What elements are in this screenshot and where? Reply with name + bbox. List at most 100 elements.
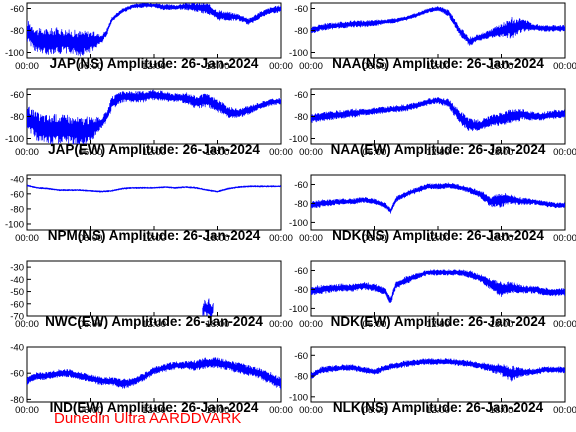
x-tick-label: 12:00 — [426, 233, 450, 244]
x-tick-label: 06:00 — [79, 405, 103, 416]
x-tick-label: 06:00 — [79, 233, 103, 244]
panels-layer: -100 -80 -60 00:00 06:00 12:00 18:00 00:00 JAP(N… — [5, 2, 576, 417]
y-tick-label: -60 — [294, 90, 308, 101]
series-trace — [27, 3, 281, 57]
series-trace — [311, 182, 565, 214]
series-trace — [311, 269, 565, 303]
series-trace — [311, 6, 565, 46]
x-tick-label: 00:00 — [15, 405, 39, 416]
y-tick-label: -80 — [10, 395, 24, 406]
x-tick-label: 06:00 — [363, 233, 387, 244]
x-tick-label: 00:00 — [553, 61, 576, 72]
panel-9: -80 -60 -40 00:00 06:00 12:00 18:00 00:00 IND(EW… — [10, 343, 293, 417]
y-tick-label: -60 — [294, 180, 308, 191]
y-tick-label: -80 — [10, 112, 24, 123]
y-tick-label: -60 — [10, 90, 24, 101]
y-tick-label: -80 — [10, 26, 24, 37]
x-tick-label: 00:00 — [299, 319, 323, 330]
y-tick-label: -60 — [294, 351, 308, 362]
x-tick-label: 00:00 — [269, 405, 293, 416]
panel-title: NAA(EW) Amplitude: 26-Jan-2024 — [331, 142, 546, 157]
x-tick-label: 18:00 — [206, 405, 230, 416]
plot-frame — [26, 2, 282, 59]
panel-3: -100 -80 -60 00:00 06:00 12:00 18:00 00:00 JAP(E… — [5, 88, 293, 158]
x-tick-label: 18:00 — [206, 61, 230, 72]
x-tick-label: 00:00 — [269, 319, 293, 330]
x-tick-label: 12:00 — [142, 61, 166, 72]
panel-title: NLK(NS) Amplitude: 26-Jan-2024 — [333, 400, 544, 415]
panel-5: -100 -80 -60 -40 00:00 06:00 12:00 18:00 00:00 NP… — [5, 174, 293, 244]
x-tick-label: 18:00 — [490, 233, 514, 244]
x-tick-label: 00:00 — [299, 61, 323, 72]
x-tick-label: 06:00 — [363, 405, 387, 416]
series-trace — [27, 89, 281, 144]
y-tick-label: -100 — [289, 134, 308, 145]
y-tick-label: -100 — [5, 219, 24, 230]
panel-title: IND(EW) Amplitude: 26-Jan-2024 — [50, 400, 259, 415]
y-tick-label: -80 — [294, 372, 308, 383]
panel-title: NPM(NS) Amplitude: 26-Jan-2024 — [48, 228, 261, 243]
panel-2: -100 -80 -60 00:00 06:00 12:00 18:00 00:00 NAA(N… — [289, 2, 576, 72]
x-tick-label: 06:00 — [363, 319, 387, 330]
series-trace — [311, 97, 565, 132]
panel-title: NWC(EW) Amplitude: 26-Jan-2024 — [45, 314, 263, 329]
x-tick-label: 18:00 — [490, 147, 514, 158]
x-tick-label: 18:00 — [206, 319, 230, 330]
panel-title: NDK(EW) Amplitude: 26-Jan-2024 — [331, 314, 546, 329]
y-tick-label: -100 — [289, 304, 308, 315]
x-tick-label: 00:00 — [553, 147, 576, 158]
series-trace — [202, 298, 214, 316]
x-tick-label: 18:00 — [490, 61, 514, 72]
y-tick-label: -80 — [294, 26, 308, 37]
y-tick-label: -100 — [289, 218, 308, 229]
x-tick-label: 00:00 — [553, 405, 576, 416]
panel-title: NAA(NS) Amplitude: 26-Jan-2024 — [332, 56, 544, 71]
x-tick-label: 00:00 — [299, 405, 323, 416]
panel-1: -100 -80 -60 00:00 06:00 12:00 18:00 00:00 JAP(N… — [5, 2, 293, 72]
x-tick-label: 00:00 — [553, 233, 576, 244]
panel-7: -70 -60-50-40-30 00:00 06:00 12:00 18:00 00:00… — [10, 260, 293, 330]
y-tick-label: -30 — [10, 263, 24, 274]
x-tick-label: 06:00 — [79, 61, 103, 72]
x-tick-label: 00:00 — [299, 233, 323, 244]
x-tick-label: 12:00 — [142, 405, 166, 416]
x-tick-label: 12:00 — [142, 147, 166, 158]
y-tick-label: -80 — [10, 204, 24, 215]
x-tick-label: 18:00 — [490, 319, 514, 330]
y-tick-label: -100 — [5, 134, 24, 145]
series-trace — [311, 358, 565, 382]
x-tick-label: 12:00 — [142, 319, 166, 330]
x-tick-label: 12:00 — [142, 233, 166, 244]
y-tick-label: -80 — [294, 199, 308, 210]
x-tick-label: 00:00 — [299, 147, 323, 158]
x-tick-label: 06:00 — [79, 147, 103, 158]
panel-title: NDK(NS) Amplitude: 26-Jan-2024 — [332, 228, 544, 243]
panel-10: -100 -80 -60 00:00 06:00 12:00 18:00 00:00 NLK(N… — [289, 346, 576, 416]
panel-4: -100 -80 -60 00:00 06:00 12:00 18:00 00:00 NAA(E… — [289, 88, 576, 158]
x-tick-label: 06:00 — [79, 319, 103, 330]
y-tick-label: -60 — [10, 299, 24, 310]
x-tick-label: 06:00 — [363, 147, 387, 158]
panel-6: -100 -80 -60 00:00 06:00 12:00 18:00 00:00 NDK(N… — [289, 174, 576, 244]
x-tick-label: 00:00 — [269, 233, 293, 244]
plot-frame — [310, 346, 566, 403]
x-tick-label: 18:00 — [490, 405, 514, 416]
x-tick-label: 18:00 — [206, 233, 230, 244]
plot-frame — [26, 174, 282, 231]
plot-frame — [310, 2, 566, 59]
x-tick-label: 18:00 — [206, 147, 230, 158]
x-tick-label: 00:00 — [15, 61, 39, 72]
x-tick-label: 12:00 — [426, 147, 450, 158]
x-tick-label: 12:00 — [426, 405, 450, 416]
y-tick-label: -60 — [10, 189, 24, 200]
y-tick-label: -40 — [10, 343, 24, 354]
y-tick-label: -100 — [289, 392, 308, 403]
y-tick-label: -40 — [10, 275, 24, 286]
y-tick-label: -60 — [294, 4, 308, 15]
x-tick-label: 12:00 — [426, 319, 450, 330]
y-tick-label: -100 — [289, 48, 308, 59]
x-tick-label: 06:00 — [363, 61, 387, 72]
y-tick-label: -80 — [294, 112, 308, 123]
credit-label: Dunedin Ultra AARDDVARK — [54, 410, 241, 427]
